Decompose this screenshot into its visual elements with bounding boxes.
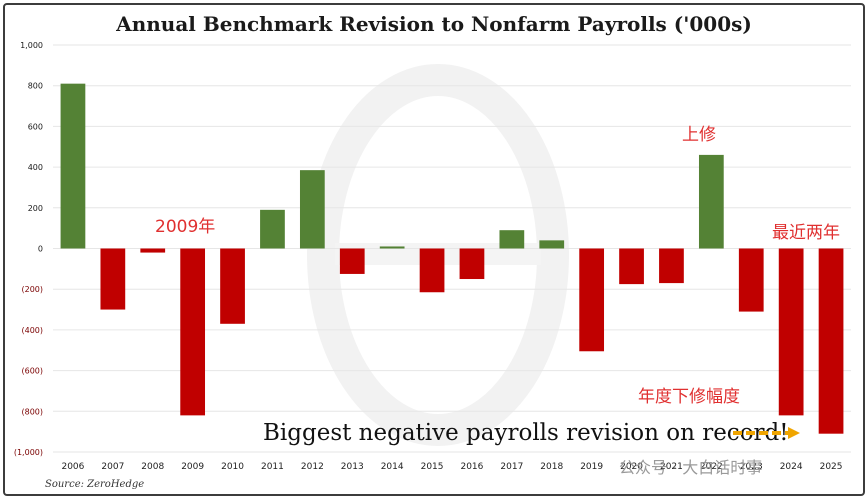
chart-frame: Annual Benchmark Revision to Nonfarm Pay… [3, 3, 865, 496]
bar-2010 [220, 248, 245, 324]
x-tick-label: 2013 [341, 462, 364, 472]
y-tick-label: 1,000 [20, 41, 43, 50]
x-tick-label: 2007 [101, 462, 124, 472]
bar-2015 [419, 248, 445, 293]
y-tick-label: (400) [21, 326, 43, 335]
y-axis: 1,000 800 600 400 200 0 (200) (400) (600) (800) (1… [14, 41, 43, 457]
annotation-biggest-negative: Biggest negative payrolls revision on re… [263, 420, 789, 446]
bar-2006 [60, 83, 86, 249]
bar-2019 [579, 248, 605, 352]
x-tick-label: 2009 [181, 462, 204, 472]
bar-2013 [339, 248, 365, 274]
bar-2007 [100, 248, 126, 310]
x-tick-label: 2016 [460, 462, 483, 472]
x-tick-label: 2019 [580, 462, 603, 472]
bar-2014 [379, 246, 405, 249]
bar-2020 [619, 248, 644, 285]
y-tick-label: (200) [21, 285, 43, 294]
annotation-2009: 2009年 [155, 217, 215, 237]
arrow-icon [733, 427, 800, 439]
annotation-upward: 上修 [682, 125, 716, 145]
x-tick-label: 2006 [61, 462, 84, 472]
x-tick-label: 2023 [740, 462, 763, 472]
y-tick-label: (1,000) [14, 448, 43, 457]
bar-2025 [818, 248, 844, 434]
bar-2012 [299, 170, 325, 249]
y-tick-label: 400 [28, 163, 43, 172]
x-tick-label: 2025 [820, 462, 843, 472]
x-tick-label: 2018 [540, 462, 563, 472]
bar-2021 [659, 248, 684, 284]
x-tick-label: 2022 [700, 462, 723, 472]
bar-2024 [778, 248, 804, 416]
x-tick-label: 2024 [780, 462, 803, 472]
x-axis: 2006 2007 2008 2009 2010 2011 2012 2013 2014 2015… [61, 462, 842, 472]
y-tick-label: 200 [28, 204, 43, 213]
annotation-downward-revision: 年度下修幅度 [638, 387, 740, 407]
x-tick-label: 2020 [620, 462, 643, 472]
bar-2022 [698, 154, 724, 249]
y-tick-label: (600) [21, 367, 43, 376]
x-tick-label: 2008 [141, 462, 164, 472]
x-tick-label: 2011 [261, 462, 284, 472]
y-tick-label: (800) [21, 407, 43, 416]
x-tick-label: 2012 [301, 462, 324, 472]
bar-2008 [140, 248, 166, 253]
bar-chart: 1,000 800 600 400 200 0 (200) (400) (600) (800) (1… [14, 41, 851, 490]
y-tick-label: 600 [28, 122, 43, 131]
y-tick-label: 800 [28, 82, 43, 91]
x-tick-label: 2010 [221, 462, 244, 472]
watermark-text: 公众号 · 大白话时事 [619, 458, 762, 477]
x-tick-label: 2017 [500, 462, 523, 472]
x-tick-label: 2015 [421, 462, 444, 472]
bar-2016 [459, 248, 485, 280]
x-tick-label: 2014 [381, 462, 404, 472]
annotation-recent-two-years: 最近两年 [772, 223, 840, 243]
chart-source: Source: ZeroHedge [45, 479, 144, 490]
annotations: 2009年 上修 最近两年 年度下修幅度 Biggest negative pa… [45, 125, 840, 490]
bar-2011 [260, 209, 285, 249]
x-tick-label: 2021 [660, 462, 683, 472]
bar-2018 [539, 240, 565, 249]
y-tick-label: 0 [38, 245, 43, 254]
bar-2023 [738, 248, 764, 312]
bar-2017 [499, 230, 525, 249]
chart-title: Annual Benchmark Revision to Nonfarm Pay… [116, 12, 752, 36]
bars [60, 83, 844, 434]
bar-2009 [180, 248, 206, 416]
